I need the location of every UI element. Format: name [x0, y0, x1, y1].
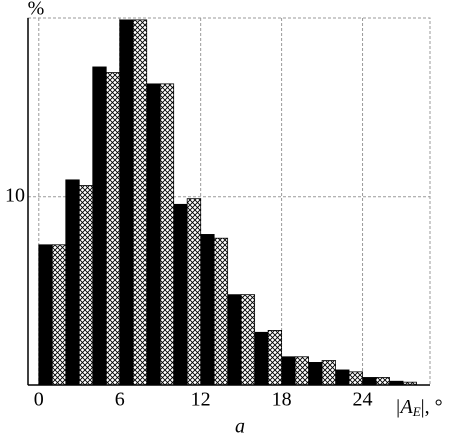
x-tick-label: 24	[353, 389, 373, 411]
bar	[38, 244, 53, 386]
bar	[375, 377, 390, 386]
bar	[321, 360, 336, 386]
x-label-part: |, °	[421, 396, 443, 418]
bar	[119, 19, 134, 386]
x-tick-label: 12	[191, 389, 211, 411]
y-tick-label: 10	[5, 184, 25, 206]
bar	[51, 244, 67, 386]
bar	[294, 356, 309, 386]
bar	[132, 19, 148, 386]
bar	[335, 369, 350, 386]
bar	[146, 83, 161, 386]
caption: a	[235, 416, 245, 437]
bar	[227, 294, 242, 386]
bar	[159, 83, 175, 386]
x-tick-label: 6	[115, 389, 125, 411]
x-axis-label: |AE|, °	[395, 396, 443, 419]
bar	[105, 72, 121, 386]
x-label-part: |A	[395, 396, 413, 418]
y-axis-label: %	[28, 0, 45, 20]
bar	[362, 377, 377, 386]
bar	[240, 294, 256, 386]
bar	[200, 234, 215, 386]
bar	[281, 356, 296, 386]
bar	[348, 371, 363, 386]
x-label-sub: E	[412, 404, 421, 419]
bar	[78, 185, 94, 386]
bar	[92, 66, 107, 386]
bar	[267, 330, 283, 386]
bar	[254, 331, 269, 386]
x-tick-label: 0	[34, 389, 44, 411]
bar	[213, 237, 229, 386]
bar	[65, 179, 80, 386]
bar	[186, 198, 202, 386]
x-tick-label: 18	[272, 389, 292, 411]
bar	[308, 362, 323, 386]
bar	[173, 203, 188, 386]
